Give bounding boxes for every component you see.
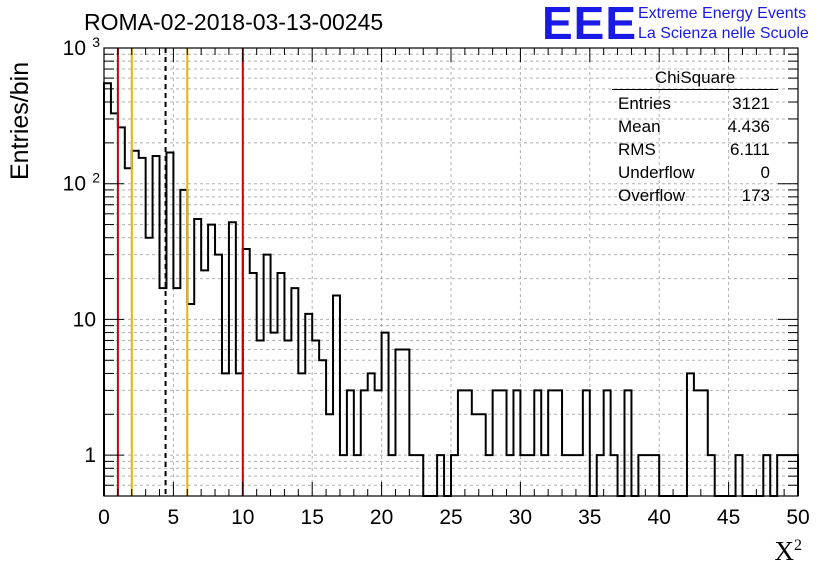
y-tick-label-exponent: 2	[92, 170, 100, 186]
histogram-bar	[319, 360, 326, 496]
eee-logo: EEE	[542, 0, 638, 49]
x-axis-label: X2	[775, 536, 803, 567]
stats-value: 3121	[732, 94, 770, 113]
x-tick-label: 35	[578, 506, 601, 529]
stats-value: 4.436	[727, 117, 770, 136]
stats-row-underflow: Underflow 0	[612, 161, 778, 184]
histogram-bar	[118, 127, 125, 496]
histogram-bar	[139, 158, 146, 496]
stats-box-title: ChiSquare	[612, 68, 778, 90]
x-tick-label: 20	[370, 506, 393, 529]
histogram-bar	[312, 340, 319, 496]
x-tick-label: 5	[168, 506, 180, 529]
chart-title: ROMA-02-2018-03-13-00245	[84, 9, 384, 35]
x-tick-label: 45	[717, 506, 740, 529]
histogram-bar	[368, 373, 375, 496]
x-axis-label-superscript: 2	[794, 537, 802, 554]
histogram-bar	[395, 350, 402, 496]
histogram-bar	[278, 273, 285, 496]
x-tick-label: 25	[439, 506, 462, 529]
x-tick-label: 15	[301, 506, 324, 529]
histogram-bar	[104, 83, 111, 496]
histogram-bar	[284, 340, 291, 496]
x-tick-label: 0	[98, 506, 110, 529]
logo-line-2: La Scienza nelle Scuole	[638, 25, 809, 42]
x-tick-label: 40	[648, 506, 671, 529]
y-tick-label: 10	[73, 308, 96, 331]
stats-value: 6.111	[729, 140, 770, 159]
histogram-bar	[180, 190, 187, 496]
histogram-bar	[347, 390, 354, 496]
x-tick-label: 10	[231, 506, 254, 529]
stats-value: 0	[760, 163, 770, 182]
y-tick-label-exponent: 3	[92, 34, 100, 50]
histogram-bar	[298, 373, 305, 496]
histogram-bar	[215, 255, 222, 496]
stats-label: RMS	[618, 140, 656, 159]
stats-box: ChiSquare Entries 3121 Mean 4.436 RMS 6.…	[612, 68, 778, 207]
stats-value: 173	[741, 186, 770, 205]
histogram-bar	[222, 373, 229, 496]
histogram-bar	[604, 390, 611, 496]
histogram-bar	[548, 390, 555, 496]
histogram-bar	[257, 340, 264, 496]
stats-label: Underflow	[618, 163, 695, 182]
histogram-bar	[361, 390, 368, 496]
stats-row-rms: RMS 6.111	[612, 138, 778, 161]
stats-label: Mean	[618, 117, 661, 136]
histogram-bar	[250, 273, 257, 496]
histogram-bar	[264, 255, 271, 496]
y-tick-label: 1	[84, 444, 96, 467]
histogram-bar	[243, 249, 250, 496]
stats-row-mean: Mean 4.436	[612, 115, 778, 138]
histogram-bar	[555, 390, 562, 496]
histogram-bar	[513, 390, 520, 496]
histogram-bar	[166, 152, 173, 496]
histogram-bar	[465, 390, 472, 496]
x-tick-label: 50	[786, 506, 809, 529]
histogram-bar	[625, 390, 632, 496]
histogram-bar	[194, 219, 201, 496]
stats-label: Overflow	[618, 186, 686, 205]
histogram-bar	[111, 113, 118, 496]
histogram-bar	[201, 270, 208, 496]
x-tick-label: 30	[509, 506, 532, 529]
stats-row-entries: Entries 3121	[612, 92, 778, 115]
x-axis-label-text: X	[774, 536, 795, 566]
histogram-bar	[687, 373, 694, 496]
y-tick-label: 10	[63, 173, 86, 196]
histogram-bar	[694, 390, 701, 496]
stats-label: Entries	[618, 94, 671, 113]
histogram-bar	[402, 350, 409, 496]
histogram-bar	[500, 390, 507, 496]
logo-line-1: Extreme Energy Events	[638, 5, 807, 22]
y-axis-label: Entries/bin	[6, 61, 34, 180]
histogram-bar	[146, 238, 153, 496]
histogram-bar	[701, 390, 708, 496]
stats-row-overflow: Overflow 173	[612, 184, 778, 207]
histogram-bar	[375, 390, 382, 496]
histogram-bar	[583, 390, 590, 496]
histogram-bar	[493, 390, 500, 496]
histogram-bar	[458, 390, 465, 496]
histogram-bar	[236, 373, 243, 496]
histogram-bar	[534, 390, 541, 496]
histogram-bar	[132, 151, 139, 496]
y-tick-label: 10	[63, 37, 86, 60]
